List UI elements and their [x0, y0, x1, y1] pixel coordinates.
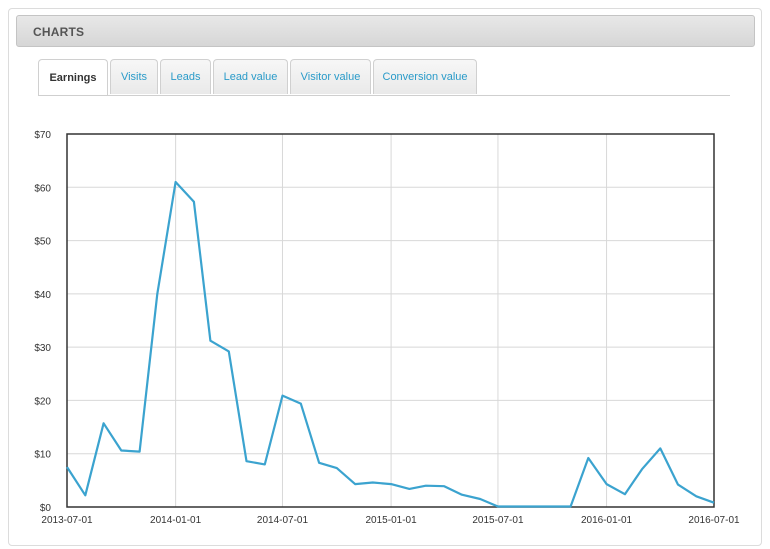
- earnings-series-line: [66, 180, 715, 508]
- tab-lead-value-label: Lead value: [223, 71, 278, 83]
- panel-title: CHARTS: [33, 25, 85, 39]
- y-tick-label: $10: [34, 450, 51, 461]
- y-tick-label: $40: [34, 290, 51, 301]
- x-tick-label: 2016-01-01: [581, 515, 633, 526]
- tab-lead-value[interactable]: Lead value: [213, 59, 288, 94]
- x-tick-label: 2015-01-01: [366, 515, 418, 526]
- tab-visits[interactable]: Visits: [110, 59, 158, 94]
- y-axis-ticks: $0 $10 $20 $30 $40 $50 $60 $70: [34, 130, 51, 514]
- tab-conversion-value-label: Conversion value: [382, 71, 468, 83]
- y-tick-label: $20: [34, 396, 51, 407]
- y-tick-label: $0: [40, 503, 52, 514]
- chart-tabs: Earnings Visits Leads Lead value Visitor…: [38, 59, 730, 96]
- tab-visits-label: Visits: [120, 71, 148, 83]
- x-tick-label: 2013-07-01: [41, 515, 93, 526]
- tab-leads[interactable]: Leads: [160, 59, 211, 94]
- y-tick-label: $30: [34, 343, 51, 354]
- plot-area: [67, 134, 714, 507]
- tab-earnings-label: Earnings: [49, 71, 97, 84]
- tab-visitor-value-label: Visitor value: [300, 71, 361, 83]
- tab-earnings[interactable]: Earnings: [38, 59, 108, 95]
- plot-border: [66, 133, 715, 508]
- y-tick-label: $70: [34, 130, 51, 141]
- tab-visitor-value[interactable]: Visitor value: [290, 59, 371, 94]
- x-tick-label: 2016-07-01: [688, 515, 740, 526]
- panel-header: CHARTS: [16, 15, 755, 47]
- x-tick-label: 2015-07-01: [472, 515, 524, 526]
- tab-conversion-value[interactable]: Conversion value: [373, 59, 477, 94]
- x-tick-label: 2014-01-01: [150, 515, 202, 526]
- y-tick-label: $50: [34, 237, 51, 248]
- x-tick-label: 2014-07-01: [257, 515, 309, 526]
- x-axis-ticks: 2013-07-01 2014-01-01 2014-07-01 2015-01-01…: [41, 515, 740, 526]
- tab-leads-label: Leads: [170, 71, 201, 83]
- y-tick-label: $60: [34, 183, 51, 194]
